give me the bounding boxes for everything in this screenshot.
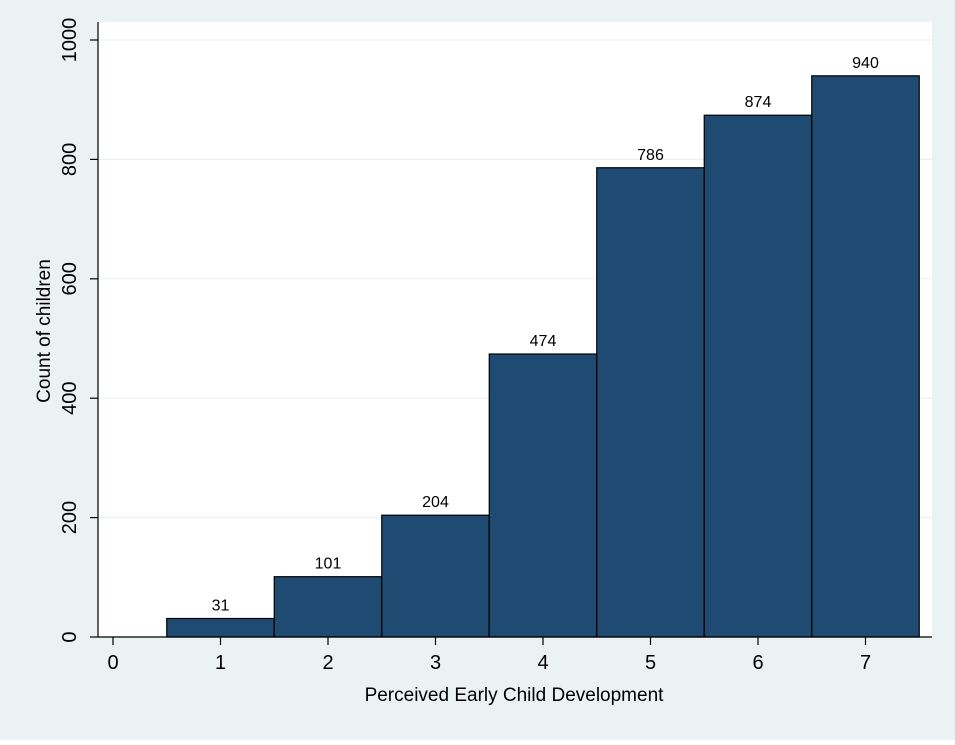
x-tick-label-3: 3 bbox=[430, 652, 441, 674]
y-tick-label-600: 600 bbox=[59, 262, 81, 295]
bar-value-labels: 31 101 204 474 786 874 940 bbox=[212, 55, 879, 615]
bar-label-2: 101 bbox=[315, 556, 342, 573]
bar-label-4: 474 bbox=[530, 333, 557, 350]
y-tick-label-1000: 1000 bbox=[59, 18, 81, 63]
bar-7 bbox=[811, 75, 920, 638]
x-axis-label: Perceived Early Child Development bbox=[365, 685, 665, 706]
bar-6 bbox=[703, 114, 813, 638]
bar-5 bbox=[596, 167, 705, 638]
bar-label-3: 204 bbox=[422, 494, 449, 511]
bars bbox=[166, 75, 920, 638]
y-tick-label-200: 200 bbox=[59, 501, 81, 534]
x-tick-label-5: 5 bbox=[645, 652, 656, 674]
x-tick-label-2: 2 bbox=[322, 652, 333, 674]
bar-4 bbox=[488, 353, 598, 638]
bar-label-6: 874 bbox=[745, 94, 772, 111]
bar-1 bbox=[166, 617, 275, 638]
x-axis-ticks: 0 1 2 3 4 5 6 7 bbox=[107, 637, 871, 674]
x-tick-label-1: 1 bbox=[215, 652, 226, 674]
y-tick-label-0: 0 bbox=[59, 631, 81, 642]
bar-label-7: 940 bbox=[852, 55, 879, 72]
bar-2 bbox=[273, 576, 383, 638]
bar-label-1: 31 bbox=[212, 597, 230, 614]
x-tick-label-0: 0 bbox=[107, 652, 118, 674]
bar-3 bbox=[381, 514, 490, 638]
y-tick-label-400: 400 bbox=[59, 382, 81, 415]
x-tick-label-4: 4 bbox=[537, 652, 548, 674]
y-axis-ticks: 0 200 400 600 800 1000 bbox=[59, 18, 98, 643]
axes bbox=[97, 22, 932, 638]
x-tick-label-7: 7 bbox=[860, 652, 871, 674]
y-tick-label-800: 800 bbox=[59, 143, 81, 176]
y-axis-label: Count of children bbox=[34, 259, 55, 403]
bar-label-5: 786 bbox=[637, 147, 664, 164]
x-tick-label-6: 6 bbox=[752, 652, 763, 674]
